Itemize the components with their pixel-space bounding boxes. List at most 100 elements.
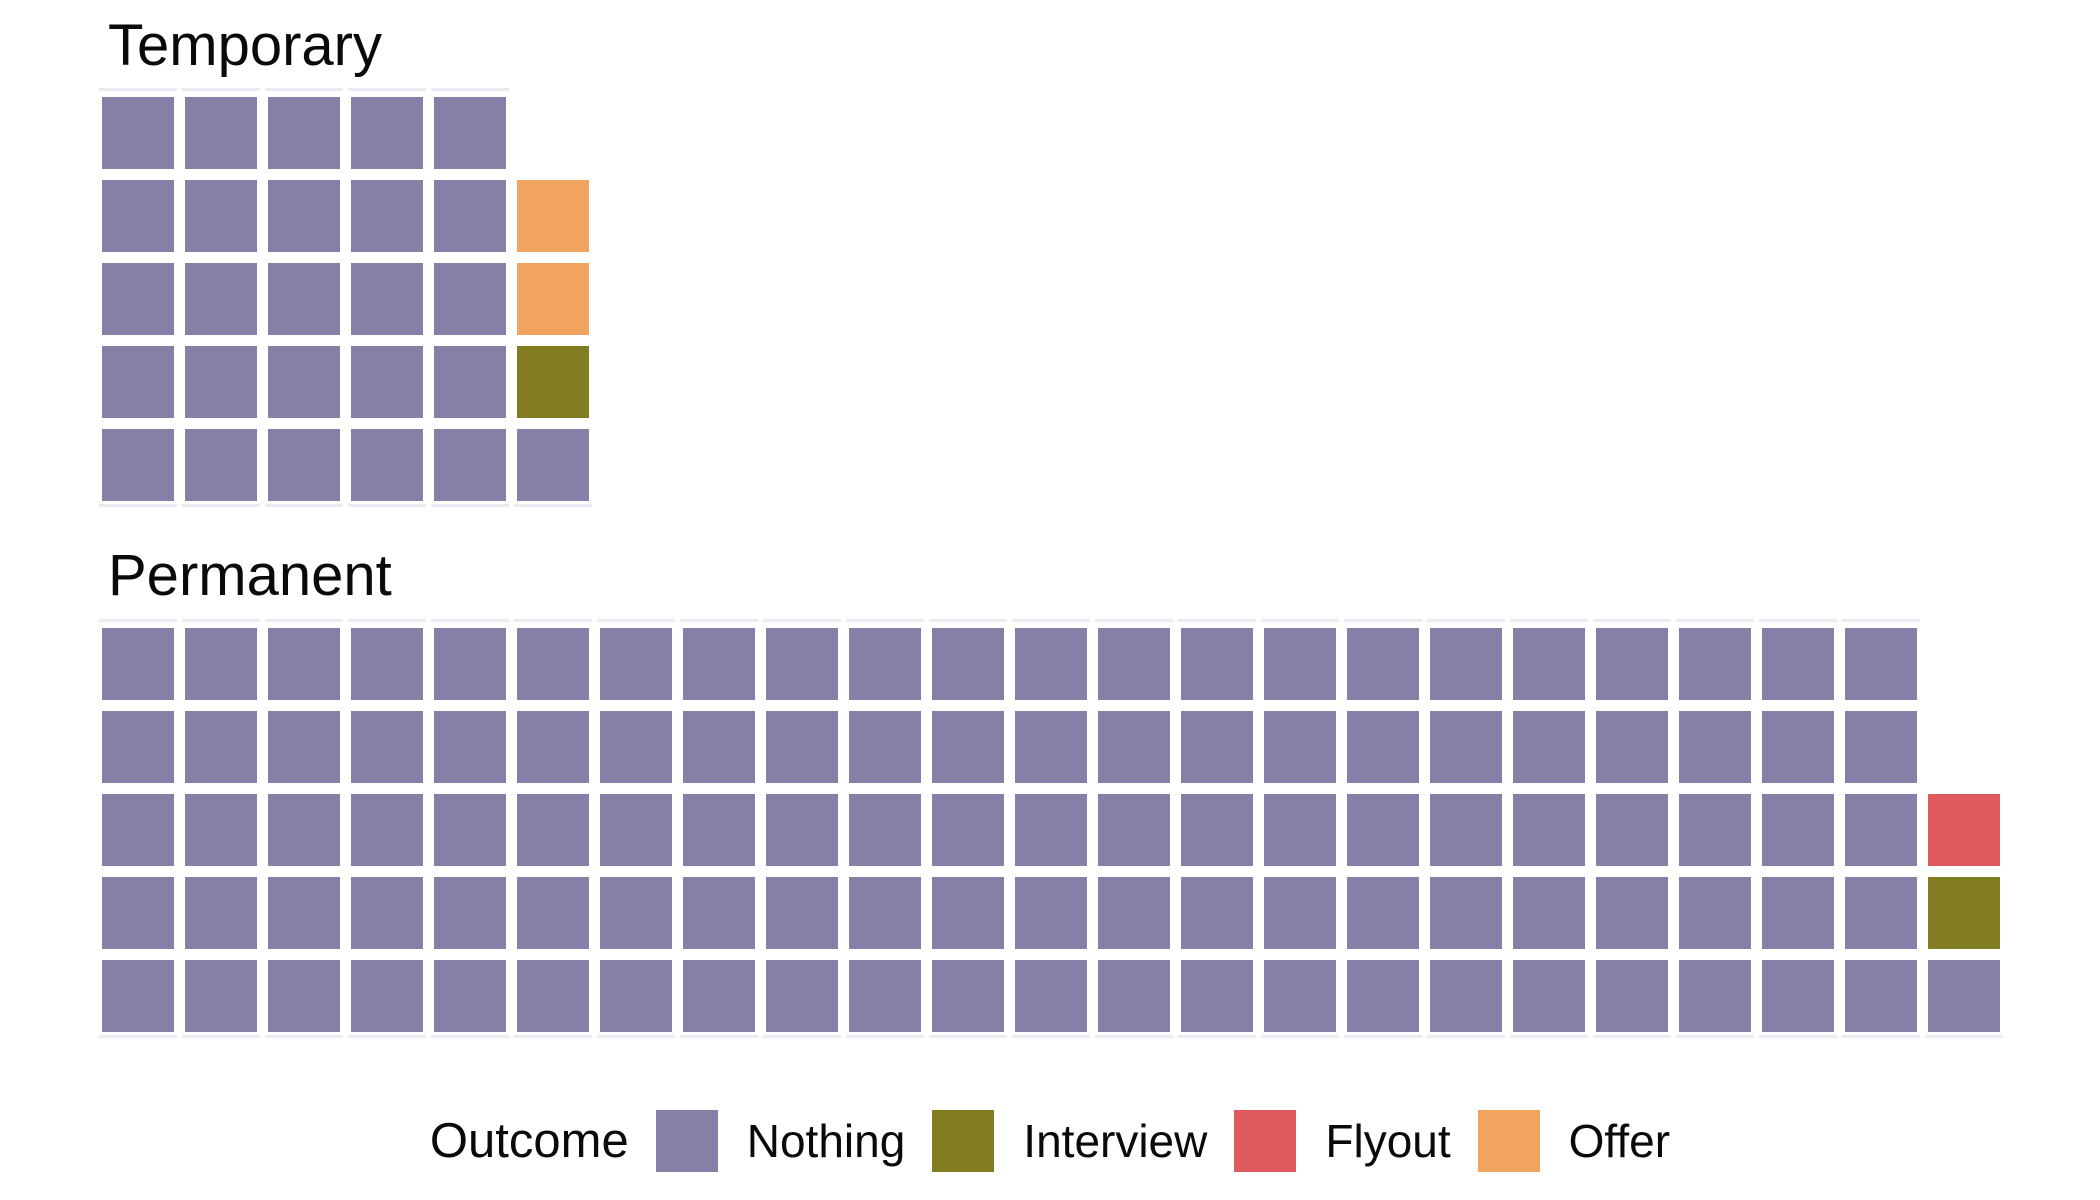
waffle-square-nothing	[517, 877, 589, 949]
legend-label-interview: Interview	[1023, 1115, 1208, 1167]
panel-gridline-segment	[846, 619, 924, 622]
waffle-square-nothing	[1264, 877, 1336, 949]
waffle-square-nothing	[102, 97, 174, 169]
waffle-square-nothing	[268, 877, 340, 949]
waffle-square-nothing	[683, 628, 755, 700]
panel-gridline-segment	[680, 1035, 758, 1038]
panel-gridline-segment	[182, 88, 260, 91]
waffle-square-nothing	[1347, 960, 1419, 1032]
waffle-square-nothing	[434, 711, 506, 783]
waffle-square-nothing	[1679, 960, 1751, 1032]
panel-gridline-segment	[99, 88, 177, 91]
waffle-square-nothing	[1845, 877, 1917, 949]
panel-title-temporary: Temporary	[108, 13, 382, 78]
waffle-square-nothing	[434, 628, 506, 700]
waffle-square-nothing	[600, 877, 672, 949]
waffle-square-nothing	[1845, 794, 1917, 866]
waffle-square-nothing	[1015, 960, 1087, 1032]
panel-gridline-segment	[1842, 619, 1920, 622]
waffle-square-nothing	[351, 628, 423, 700]
waffle-square-nothing	[434, 429, 506, 501]
waffle-square-nothing	[1264, 960, 1336, 1032]
waffle-square-nothing	[1098, 628, 1170, 700]
waffle-square-nothing	[1845, 960, 1917, 1032]
waffle-square-nothing	[517, 794, 589, 866]
waffle-square-nothing	[1098, 794, 1170, 866]
waffle-square-nothing	[849, 877, 921, 949]
waffle-square-nothing	[932, 960, 1004, 1032]
panel-gridline-segment	[597, 619, 675, 622]
waffle-square-nothing	[102, 180, 174, 252]
waffle-square-nothing	[1679, 711, 1751, 783]
waffle-square-nothing	[434, 263, 506, 335]
waffle-square-nothing	[849, 794, 921, 866]
waffle-square-nothing	[268, 960, 340, 1032]
waffle-square-nothing	[1098, 711, 1170, 783]
waffle-square-nothing	[517, 711, 589, 783]
waffle-square-nothing	[268, 429, 340, 501]
legend: Outcome Nothing Interview Flyout Offer	[0, 1110, 2100, 1172]
waffle-grid-permanent	[99, 619, 2003, 1038]
waffle-square-nothing	[1762, 960, 1834, 1032]
waffle-square-interview	[517, 346, 589, 418]
waffle-square-nothing	[1596, 711, 1668, 783]
panel-gridline-segment	[182, 1035, 260, 1038]
waffle-square-nothing	[185, 877, 257, 949]
waffle-square-nothing	[1762, 794, 1834, 866]
waffle-square-nothing	[185, 346, 257, 418]
waffle-square-nothing	[434, 877, 506, 949]
waffle-square-nothing	[102, 877, 174, 949]
panel-gridline-segment	[1510, 1035, 1588, 1038]
waffle-square-nothing	[932, 877, 1004, 949]
waffle-square-nothing	[351, 711, 423, 783]
panel-gridline-segment	[763, 619, 841, 622]
waffle-square-nothing	[932, 711, 1004, 783]
waffle-square-nothing	[1264, 628, 1336, 700]
panel-gridline-segment	[1178, 1035, 1256, 1038]
waffle-square-nothing	[766, 794, 838, 866]
waffle-square-nothing	[1181, 877, 1253, 949]
waffle-square-nothing	[102, 429, 174, 501]
panel-gridline-segment	[1095, 1035, 1173, 1038]
legend-item-nothing: Nothing	[655, 1110, 905, 1172]
waffle-square-nothing	[102, 263, 174, 335]
waffle-square-nothing	[102, 711, 174, 783]
panel-gridline-segment	[1593, 1035, 1671, 1038]
waffle-square-nothing	[1430, 960, 1502, 1032]
waffle-square-nothing	[1513, 960, 1585, 1032]
waffle-square-nothing	[351, 429, 423, 501]
panel-gridline-segment	[514, 619, 592, 622]
legend-label-flyout: Flyout	[1325, 1115, 1451, 1167]
panel-gridline-segment	[1427, 1035, 1505, 1038]
legend-swatch-nothing	[655, 1110, 718, 1172]
waffle-square-nothing	[268, 628, 340, 700]
waffle-square-nothing	[185, 263, 257, 335]
waffle-square-nothing	[1513, 628, 1585, 700]
waffle-square-nothing	[517, 960, 589, 1032]
panel-gridline-segment	[265, 88, 343, 91]
panel-gridline-segment	[1344, 1035, 1422, 1038]
waffle-square-nothing	[600, 628, 672, 700]
legend-swatch-interview	[932, 1110, 995, 1172]
waffle-square-nothing	[1181, 628, 1253, 700]
panel-gridline-segment	[514, 1035, 592, 1038]
panel-gridline-segment	[431, 1035, 509, 1038]
waffle-square-nothing	[1181, 711, 1253, 783]
panel-gridline-segment	[1925, 1035, 2003, 1038]
waffle-square-nothing	[434, 97, 506, 169]
waffle-square-nothing	[1181, 960, 1253, 1032]
panel-gridline-segment	[348, 88, 426, 91]
waffle-square-flyout	[1928, 794, 2000, 866]
waffle-square-nothing	[683, 877, 755, 949]
waffle-square-nothing	[517, 429, 589, 501]
panel-gridline-segment	[431, 619, 509, 622]
panel-gridline-segment	[1676, 1035, 1754, 1038]
waffle-square-nothing	[1762, 877, 1834, 949]
waffle-square-nothing	[268, 794, 340, 866]
waffle-square-nothing	[351, 877, 423, 949]
panel-gridline-segment	[1178, 619, 1256, 622]
waffle-square-nothing	[1596, 960, 1668, 1032]
waffle-square-nothing	[434, 346, 506, 418]
waffle-square-nothing	[683, 711, 755, 783]
legend-label-offer: Offer	[1568, 1115, 1671, 1167]
